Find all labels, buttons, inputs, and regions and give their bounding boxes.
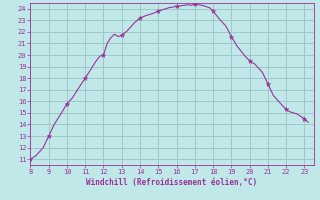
X-axis label: Windchill (Refroidissement éolien,°C): Windchill (Refroidissement éolien,°C) bbox=[86, 178, 258, 187]
